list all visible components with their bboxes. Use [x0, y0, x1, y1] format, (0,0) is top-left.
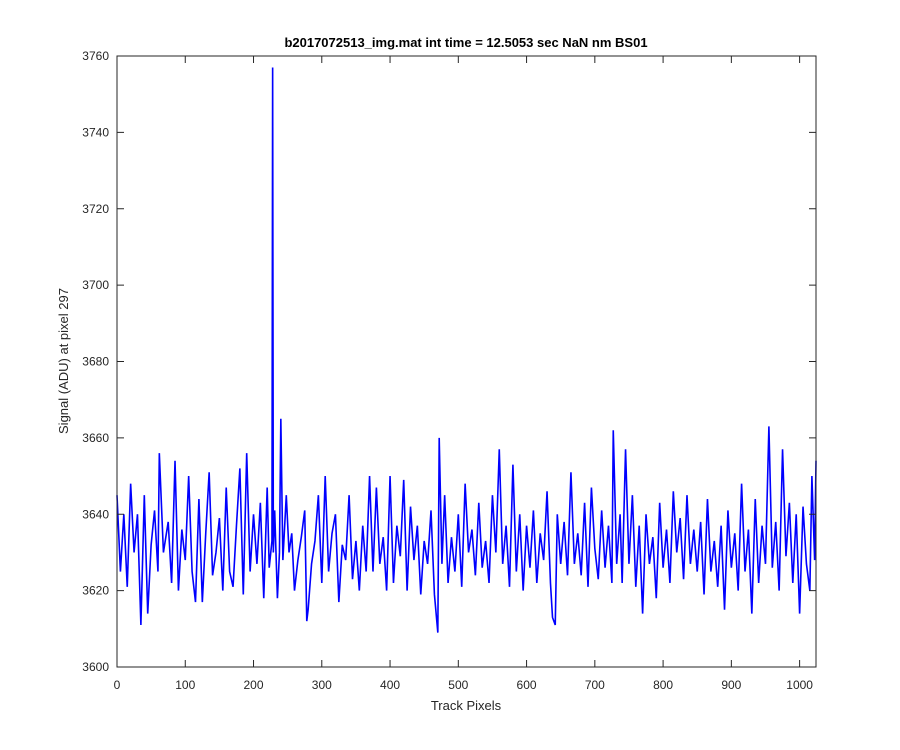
y-tick-label: 3680 — [82, 355, 109, 369]
x-tick-label: 1000 — [786, 678, 813, 692]
signal-series-line — [116, 67, 817, 633]
x-tick-label: 200 — [244, 678, 264, 692]
x-tick-label: 700 — [585, 678, 605, 692]
y-tick-label: 3760 — [82, 49, 109, 63]
x-tick-label: 600 — [517, 678, 537, 692]
y-tick-label: 3740 — [82, 125, 109, 139]
data-layer — [116, 67, 817, 633]
y-axis-label: Signal (ADU) at pixel 297 — [56, 288, 71, 434]
y-tick-label: 3660 — [82, 431, 109, 445]
chart-title: b2017072513_img.mat int time = 12.5053 s… — [284, 35, 647, 50]
y-tick-label: 3720 — [82, 202, 109, 216]
x-tick-label: 800 — [653, 678, 673, 692]
x-tick-label: 0 — [114, 678, 121, 692]
x-tick-label: 300 — [312, 678, 332, 692]
x-tick-label: 100 — [175, 678, 195, 692]
x-tick-label: 900 — [721, 678, 741, 692]
x-tick-label: 400 — [380, 678, 400, 692]
x-tick-label: 500 — [448, 678, 468, 692]
x-axis-label: Track Pixels — [431, 698, 502, 713]
y-tick-label: 3620 — [82, 584, 109, 598]
y-tick-label: 3640 — [82, 507, 109, 521]
ticks-layer: 0 100 200 300 400 500 600 700 800 900 1000 3600 3620… — [82, 49, 816, 692]
y-tick-label: 3700 — [82, 278, 109, 292]
y-tick-label: 3600 — [82, 660, 109, 674]
